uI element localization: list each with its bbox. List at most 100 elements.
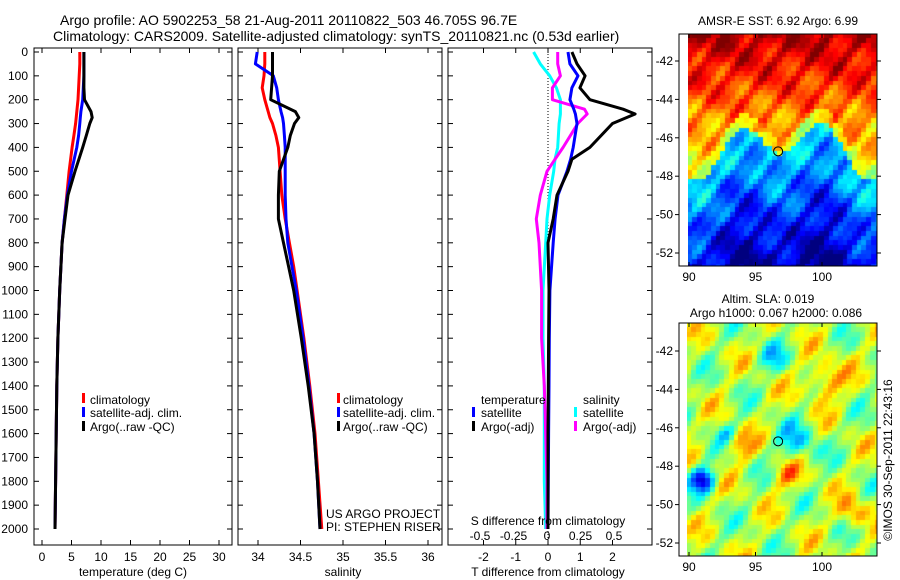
legend-label-satellite: satellite-adj. clim. <box>343 406 435 420</box>
sst-map-panel: 90 95 100 -42 -44 -46 -48 -50 -52 <box>656 33 881 284</box>
depth-tick-label: 1600 <box>1 427 28 441</box>
x-tick-label: -1 <box>510 550 521 564</box>
legend-label-t-argo: Argo(-adj) <box>481 420 534 434</box>
lat-tick-label: -42 <box>656 54 674 68</box>
s-diff-tick-label: -0.25 <box>500 529 528 543</box>
depth-tick-label: 1000 <box>1 284 28 298</box>
x-tick-label: 15 <box>124 550 138 564</box>
map2-title: Altim. SLA: 0.019 <box>722 292 815 306</box>
lat-tick-label: -44 <box>656 382 674 396</box>
legend-swatch-t-satellite <box>472 407 475 417</box>
sla-map-panel: 90 95 100 -42 -44 -46 -48 -50 -52 <box>656 322 881 574</box>
legend-swatch-climatology <box>82 393 85 403</box>
depth-tick-label: 0 <box>21 45 28 59</box>
salinity-legend: climatology satellite-adj. clim. Argo(..… <box>337 393 435 434</box>
lon-tick-label: 90 <box>682 560 696 574</box>
lon-tick-label: 90 <box>682 270 696 284</box>
depth-tick-label: 500 <box>8 164 28 178</box>
depth-tick-label: 900 <box>8 260 28 274</box>
legend-swatch-s-argo <box>574 421 577 431</box>
difference-panel: -2 -1 0 1 2 -0.5 -0.25 0 0.25 0.5 <box>447 47 653 564</box>
legend-label-climatology: climatology <box>343 393 403 407</box>
salinity-axis-label: salinity <box>325 565 362 579</box>
diff-line-t-argo-adj- <box>546 51 637 529</box>
legend-swatch-argo <box>82 421 85 431</box>
x-tick-label: 36 <box>421 550 435 564</box>
depth-tick-label: 300 <box>8 117 28 131</box>
depth-tick-label: 2000 <box>1 522 28 536</box>
axes-box <box>447 47 653 546</box>
depth-tick-label: 1800 <box>1 474 28 488</box>
s-diff-tick-label: 0.5 <box>606 529 623 543</box>
legend-swatch-t-argo <box>472 421 475 431</box>
axes-box <box>33 47 233 546</box>
x-tick-label: 35.5 <box>374 550 398 564</box>
project-label: US ARGO PROJECT <box>326 507 441 521</box>
temperature-panel: 0 5 10 15 20 25 300100200300400500600700800900… <box>1 45 233 564</box>
legend-label-s-satellite: satellite <box>583 406 624 420</box>
x-tick-label: 35 <box>336 550 350 564</box>
lat-tick-label: -52 <box>656 536 674 550</box>
legend-label-argo: Argo(..raw -QC) <box>343 420 428 434</box>
lat-tick-label: -50 <box>656 208 674 222</box>
lon-tick-label: 100 <box>812 270 832 284</box>
salinity-panel: 34 34.5 35 35.5 36 <box>237 47 443 564</box>
x-tick-label: 25 <box>183 550 197 564</box>
salinity-line-climatology <box>260 52 324 530</box>
argo-position-marker <box>773 146 784 157</box>
lon-tick-label: 95 <box>749 560 763 574</box>
depth-tick-label: 100 <box>8 69 28 83</box>
legend-label-climatology: climatology <box>90 393 150 407</box>
legend-title-salinity: salinity <box>583 393 620 407</box>
depth-tick-label: 1200 <box>1 331 28 345</box>
legend-swatch-s-satellite <box>574 407 577 417</box>
lat-tick-label: -48 <box>656 459 674 473</box>
map-axes-box <box>678 322 878 557</box>
depth-tick-label: 1500 <box>1 403 28 417</box>
difference-legend: temperature salinity satellite Argo(-adj… <box>472 393 636 434</box>
depth-tick-label: 1100 <box>2 307 28 321</box>
legend-swatch-satellite <box>82 407 85 417</box>
lat-tick-label: -46 <box>656 131 674 145</box>
legend-swatch-climatology <box>337 393 340 403</box>
x-tick-label: 5 <box>68 550 75 564</box>
diff-line-s-argo-adj- <box>534 52 589 529</box>
depth-tick-label: 700 <box>8 212 28 226</box>
depth-tick-label: 1400 <box>1 379 28 393</box>
depth-tick-label: 600 <box>8 188 28 202</box>
temperature-legend: climatology satellite-adj. clim. Argo(..… <box>82 393 182 434</box>
lat-tick-label: -44 <box>656 92 674 106</box>
depth-tick-label: 800 <box>8 236 28 250</box>
lat-tick-label: -52 <box>656 246 674 260</box>
title-line-2: Climatology: CARS2009. Satellite-adjuste… <box>53 28 619 44</box>
depth-tick-label: 1900 <box>1 498 28 512</box>
temperature-line-argo <box>53 52 94 530</box>
salinity-line-argo <box>269 52 322 530</box>
legend-title-temperature: temperature <box>481 393 546 407</box>
salinity-line-satellite <box>253 51 322 530</box>
x-tick-label: 2 <box>609 550 616 564</box>
map-axes-box <box>678 33 878 267</box>
x-tick-label: 1 <box>577 550 584 564</box>
diff-line-t-satellite <box>546 51 580 530</box>
depth-tick-label: 1300 <box>1 355 28 369</box>
x-tick-label: 0 <box>545 550 552 564</box>
s-diff-axis-label: S difference from climatology <box>471 514 626 528</box>
legend-label-s-argo: Argo(-adj) <box>583 420 636 434</box>
lat-tick-label: -50 <box>656 498 674 512</box>
map2-subtitle: Argo h1000: 0.067 h2000: 0.086 <box>690 306 862 320</box>
t-diff-axis-label: T difference from climatology <box>471 565 625 579</box>
lon-tick-label: 100 <box>812 560 832 574</box>
legend-swatch-argo <box>337 421 340 431</box>
depth-tick-label: 1700 <box>1 450 28 464</box>
lon-tick-label: 95 <box>749 270 763 284</box>
argo-position-marker <box>773 436 784 447</box>
lat-tick-label: -42 <box>656 344 674 358</box>
x-tick-label: 30 <box>212 550 226 564</box>
x-tick-label: 10 <box>94 550 108 564</box>
legend-label-satellite: satellite-adj. clim. <box>90 406 182 420</box>
x-tick-label: 20 <box>153 550 167 564</box>
s-diff-tick-label: 0.25 <box>569 529 593 543</box>
timestamp: ©IMOS 30-Sep-2011 22:43:16 <box>881 379 895 541</box>
